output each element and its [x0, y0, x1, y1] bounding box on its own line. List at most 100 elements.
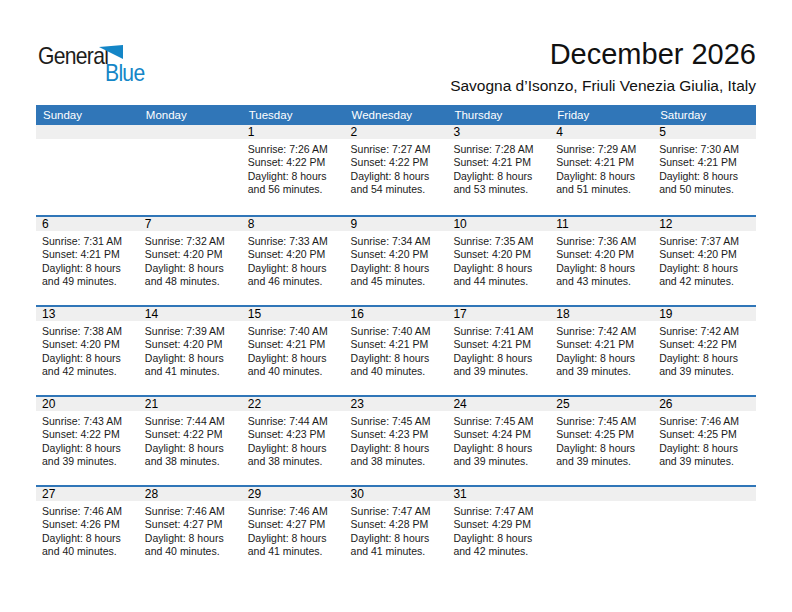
sunset-text: Sunset: 4:21 PM — [42, 248, 135, 261]
date-number: 9 — [351, 217, 358, 231]
sunrise-text: Sunrise: 7:42 AM — [556, 325, 649, 338]
day-cell-body: Sunrise: 7:46 AMSunset: 4:27 PMDaylight:… — [139, 501, 242, 559]
date-number: 22 — [248, 397, 261, 411]
week-row-2: 6Sunrise: 7:31 AMSunset: 4:21 PMDaylight… — [36, 215, 756, 305]
day-cell-20: 20Sunrise: 7:43 AMSunset: 4:22 PMDayligh… — [36, 397, 139, 485]
sunrise-text: Sunrise: 7:40 AM — [351, 325, 444, 338]
sunset-text: Sunset: 4:21 PM — [453, 156, 546, 169]
sunrise-text: Sunrise: 7:35 AM — [453, 235, 546, 248]
day-cell-body: Sunrise: 7:28 AMSunset: 4:21 PMDaylight:… — [447, 139, 550, 197]
day-cell-17: 17Sunrise: 7:41 AMSunset: 4:21 PMDayligh… — [447, 307, 550, 395]
date-number: 6 — [42, 217, 49, 231]
day-cell-body: Sunrise: 7:39 AMSunset: 4:20 PMDaylight:… — [139, 321, 242, 379]
calendar-month-title: December 2026 — [550, 38, 756, 70]
sunset-text: Sunset: 4:20 PM — [659, 248, 752, 261]
daylight-text: Daylight: 8 hours and 56 minutes. — [248, 170, 341, 197]
date-number-band — [139, 125, 242, 139]
sunset-text: Sunset: 4:27 PM — [145, 518, 238, 531]
day-cell-22: 22Sunrise: 7:44 AMSunset: 4:23 PMDayligh… — [242, 397, 345, 485]
daylight-text: Daylight: 8 hours and 42 minutes. — [42, 352, 135, 379]
date-number-band: 6 — [36, 217, 139, 231]
day-cell-3: 3Sunrise: 7:28 AMSunset: 4:21 PMDaylight… — [447, 125, 550, 215]
date-number-band — [36, 125, 139, 139]
date-number-band: 7 — [139, 217, 242, 231]
day-cell-body: Sunrise: 7:46 AMSunset: 4:25 PMDaylight:… — [653, 411, 756, 469]
daylight-text: Daylight: 8 hours and 38 minutes. — [145, 442, 238, 469]
day-cell-body: Sunrise: 7:45 AMSunset: 4:23 PMDaylight:… — [345, 411, 448, 469]
daylight-text: Daylight: 8 hours and 43 minutes. — [556, 262, 649, 289]
day-cell-body: Sunrise: 7:47 AMSunset: 4:28 PMDaylight:… — [345, 501, 448, 559]
week-row-1: 1Sunrise: 7:26 AMSunset: 4:22 PMDaylight… — [36, 125, 756, 215]
date-number-band: 25 — [550, 397, 653, 411]
day-cell-body: Sunrise: 7:44 AMSunset: 4:23 PMDaylight:… — [242, 411, 345, 469]
day-cell-18: 18Sunrise: 7:42 AMSunset: 4:21 PMDayligh… — [550, 307, 653, 395]
date-number: 31 — [453, 487, 466, 501]
date-number: 11 — [556, 217, 568, 231]
date-number-band: 24 — [447, 397, 550, 411]
day-cell-body: Sunrise: 7:46 AMSunset: 4:26 PMDaylight:… — [36, 501, 139, 559]
sunrise-text: Sunrise: 7:27 AM — [351, 143, 444, 156]
date-number: 26 — [659, 397, 672, 411]
weekday-header-wednesday: Wednesday — [345, 105, 448, 125]
date-number-band: 26 — [653, 397, 756, 411]
day-cell-body: Sunrise: 7:47 AMSunset: 4:29 PMDaylight:… — [447, 501, 550, 559]
sunrise-text: Sunrise: 7:46 AM — [248, 505, 341, 518]
sunrise-text: Sunrise: 7:40 AM — [248, 325, 341, 338]
sunrise-text: Sunrise: 7:43 AM — [42, 415, 135, 428]
date-number: 17 — [453, 307, 466, 321]
day-cell-14: 14Sunrise: 7:39 AMSunset: 4:20 PMDayligh… — [139, 307, 242, 395]
weekday-header-tuesday: Tuesday — [242, 105, 345, 125]
sunrise-text: Sunrise: 7:36 AM — [556, 235, 649, 248]
weeks-container: 1Sunrise: 7:26 AMSunset: 4:22 PMDaylight… — [36, 125, 756, 575]
day-cell-body: Sunrise: 7:34 AMSunset: 4:20 PMDaylight:… — [345, 231, 448, 289]
sunset-text: Sunset: 4:26 PM — [42, 518, 135, 531]
sunset-text: Sunset: 4:22 PM — [248, 156, 341, 169]
daylight-text: Daylight: 8 hours and 39 minutes. — [556, 352, 649, 379]
date-number-band: 18 — [550, 307, 653, 321]
date-number-band: 3 — [447, 125, 550, 139]
sunrise-text: Sunrise: 7:28 AM — [453, 143, 546, 156]
sunset-text: Sunset: 4:25 PM — [556, 428, 649, 441]
day-cell-10: 10Sunrise: 7:35 AMSunset: 4:20 PMDayligh… — [447, 217, 550, 305]
day-cell-body: Sunrise: 7:45 AMSunset: 4:24 PMDaylight:… — [447, 411, 550, 469]
daylight-text: Daylight: 8 hours and 54 minutes. — [351, 170, 444, 197]
day-cell-29: 29Sunrise: 7:46 AMSunset: 4:27 PMDayligh… — [242, 487, 345, 575]
date-number: 25 — [556, 397, 569, 411]
weekday-header-row: SundayMondayTuesdayWednesdayThursdayFrid… — [36, 105, 756, 125]
daylight-text: Daylight: 8 hours and 39 minutes. — [453, 442, 546, 469]
day-cell-body: Sunrise: 7:44 AMSunset: 4:22 PMDaylight:… — [139, 411, 242, 469]
date-number-band: 1 — [242, 125, 345, 139]
date-number: 14 — [145, 307, 158, 321]
day-cell-body: Sunrise: 7:41 AMSunset: 4:21 PMDaylight:… — [447, 321, 550, 379]
sunset-text: Sunset: 4:23 PM — [351, 428, 444, 441]
day-cell-body: Sunrise: 7:42 AMSunset: 4:21 PMDaylight:… — [550, 321, 653, 379]
sunset-text: Sunset: 4:21 PM — [248, 338, 341, 351]
sunrise-text: Sunrise: 7:47 AM — [453, 505, 546, 518]
date-number: 23 — [351, 397, 364, 411]
day-cell-6: 6Sunrise: 7:31 AMSunset: 4:21 PMDaylight… — [36, 217, 139, 305]
daylight-text: Daylight: 8 hours and 42 minutes. — [659, 262, 752, 289]
daylight-text: Daylight: 8 hours and 42 minutes. — [453, 532, 546, 559]
day-cell-9: 9Sunrise: 7:34 AMSunset: 4:20 PMDaylight… — [345, 217, 448, 305]
daylight-text: Daylight: 8 hours and 39 minutes. — [556, 442, 649, 469]
sunset-text: Sunset: 4:24 PM — [453, 428, 546, 441]
day-cell-body: Sunrise: 7:36 AMSunset: 4:20 PMDaylight:… — [550, 231, 653, 289]
day-cell-21: 21Sunrise: 7:44 AMSunset: 4:22 PMDayligh… — [139, 397, 242, 485]
date-number-band: 16 — [345, 307, 448, 321]
sunrise-text: Sunrise: 7:42 AM — [659, 325, 752, 338]
sunset-text: Sunset: 4:28 PM — [351, 518, 444, 531]
date-number: 15 — [248, 307, 261, 321]
daylight-text: Daylight: 8 hours and 41 minutes. — [145, 352, 238, 379]
daylight-text: Daylight: 8 hours and 51 minutes. — [556, 170, 649, 197]
day-cell-15: 15Sunrise: 7:40 AMSunset: 4:21 PMDayligh… — [242, 307, 345, 395]
date-number: 28 — [145, 487, 158, 501]
date-number-band: 5 — [653, 125, 756, 139]
day-cell-body: Sunrise: 7:27 AMSunset: 4:22 PMDaylight:… — [345, 139, 448, 197]
daylight-text: Daylight: 8 hours and 41 minutes. — [248, 532, 341, 559]
daylight-text: Daylight: 8 hours and 40 minutes. — [42, 532, 135, 559]
sunset-text: Sunset: 4:21 PM — [659, 156, 752, 169]
date-number-band: 31 — [447, 487, 550, 501]
date-number-band: 22 — [242, 397, 345, 411]
date-number-band: 28 — [139, 487, 242, 501]
weekday-header-sunday: Sunday — [36, 105, 139, 125]
